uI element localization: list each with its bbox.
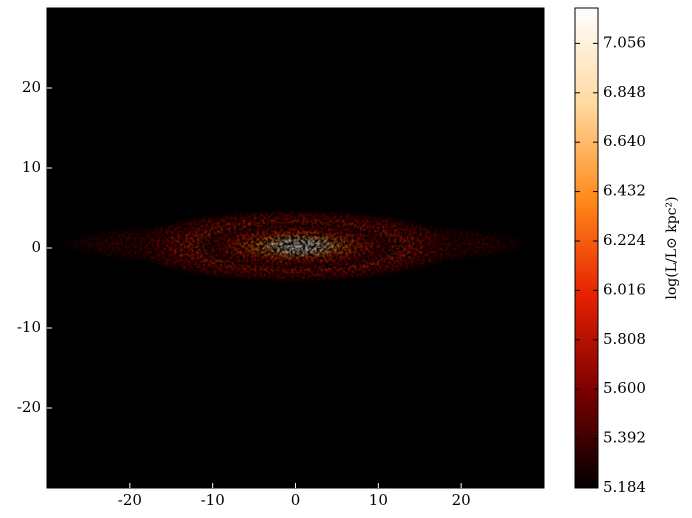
colorbar-tick-label: 6.432 bbox=[603, 182, 646, 200]
colorbar-tick-label: 6.016 bbox=[603, 280, 646, 298]
y-tick-label: 0 bbox=[31, 238, 41, 256]
colorbar-tick-label: 7.056 bbox=[603, 33, 646, 51]
x-tick-label: 0 bbox=[291, 491, 301, 509]
y-tick-label: 10 bbox=[22, 158, 41, 176]
y-tick-label: 20 bbox=[22, 78, 41, 96]
colorbar-tick-label: 5.392 bbox=[603, 429, 646, 447]
colorbar-tick-label: 6.640 bbox=[603, 132, 646, 150]
colorbar-label: log(L/L⊙ kpc²) bbox=[664, 196, 680, 299]
colorbar-tick-label: 5.184 bbox=[603, 478, 646, 496]
plot-area bbox=[45, 7, 545, 489]
colorbar-tick-label: 6.224 bbox=[603, 231, 646, 249]
colorbar-tick-label: 6.848 bbox=[603, 83, 646, 101]
x-tick-label: 20 bbox=[452, 491, 471, 509]
x-tick-label: 10 bbox=[369, 491, 388, 509]
galaxy-image bbox=[45, 208, 545, 284]
colorbar-tick-label: 5.808 bbox=[603, 330, 646, 348]
colorbar-tick-label: 5.600 bbox=[603, 379, 646, 397]
x-tick-label: -20 bbox=[118, 491, 142, 509]
y-tick-label: -10 bbox=[17, 318, 41, 336]
colorbar bbox=[574, 7, 599, 489]
x-tick-label: -10 bbox=[201, 491, 225, 509]
y-tick-label: -20 bbox=[17, 398, 41, 416]
